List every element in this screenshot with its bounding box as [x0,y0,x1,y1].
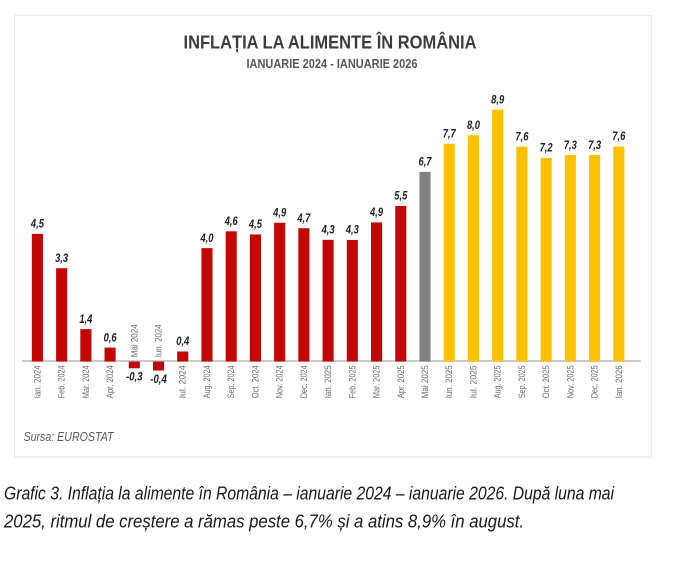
svg-text:Dec. 2024: Dec. 2024 [299,365,309,398]
svg-text:0,4: 0,4 [176,335,189,348]
svg-text:4,3: 4,3 [321,224,335,237]
svg-text:4,5: 4,5 [30,218,44,231]
svg-text:4,5: 4,5 [248,218,262,231]
svg-text:Iun. 2025: Iun. 2025 [444,365,454,398]
svg-text:Iul. 2024: Iul. 2024 [178,365,188,398]
svg-text:8,9: 8,9 [491,93,504,106]
svg-text:Aug. 2024: Aug. 2024 [202,365,212,398]
svg-text:4,7: 4,7 [297,212,311,225]
svg-text:Sursa: EUROSTAT: Sursa: EUROSTAT [24,429,115,444]
svg-text:Oct. 2024: Oct. 2024 [250,365,260,398]
svg-text:4,3: 4,3 [345,224,359,237]
svg-text:Mai 2024: Mai 2024 [129,324,139,357]
svg-text:7,6: 7,6 [612,130,625,143]
svg-text:IANUARIE 2024 - IANUARIE 2026: IANUARIE 2024 - IANUARIE 2026 [247,57,418,71]
svg-text:Feb. 2024: Feb. 2024 [57,365,67,398]
svg-text:4,6: 4,6 [224,215,238,228]
svg-text:Aug. 2025: Aug. 2025 [493,365,503,398]
svg-text:-0,4: -0,4 [150,373,167,386]
svg-text:0,6: 0,6 [104,331,117,344]
svg-text:7,7: 7,7 [443,127,456,140]
svg-text:5,5: 5,5 [394,190,407,203]
svg-text:8,0: 8,0 [467,119,480,132]
svg-text:Ian. 2025: Ian. 2025 [323,365,333,398]
svg-text:6,7: 6,7 [419,156,432,169]
svg-text:Mar. 2024: Mar. 2024 [81,365,91,398]
svg-text:2025, ritmul de creștere a răm: 2025, ritmul de creștere a rămas peste 6… [3,511,524,532]
svg-text:Dec. 2025: Dec. 2025 [590,365,600,398]
svg-text:Apr. 2025: Apr. 2025 [396,365,406,398]
svg-text:Mai 2025: Mai 2025 [420,365,430,398]
svg-text:Nov. 2025: Nov. 2025 [565,365,575,398]
svg-text:3,3: 3,3 [55,252,68,265]
svg-text:Apr. 2024: Apr. 2024 [105,365,115,398]
svg-text:Sep. 2024: Sep. 2024 [226,365,236,398]
svg-text:Sep. 2025: Sep. 2025 [517,365,527,398]
svg-text:Mar. 2025: Mar. 2025 [372,365,382,398]
svg-text:Ian. 2026: Ian. 2026 [614,365,624,398]
svg-text:4,0: 4,0 [200,232,214,245]
svg-text:Feb. 2025: Feb. 2025 [347,365,357,398]
svg-text:Iul. 2025: Iul. 2025 [468,365,478,398]
svg-text:4,9: 4,9 [272,206,286,219]
svg-text:Grafic 3. Inflația la alimente: Grafic 3. Inflația la alimente în Români… [4,483,615,504]
svg-text:7,3: 7,3 [588,139,601,152]
svg-text:INFLAȚIA LA ALIMENTE ÎN ROMÂNI: INFLAȚIA LA ALIMENTE ÎN ROMÂNIA [184,32,477,53]
svg-text:-0,3: -0,3 [126,371,143,384]
svg-text:4,9: 4,9 [369,206,383,219]
svg-text:7,2: 7,2 [540,142,553,155]
svg-text:7,6: 7,6 [515,130,528,143]
svg-text:Ian. 2024: Ian. 2024 [32,365,42,398]
svg-text:Iun. 2024: Iun. 2024 [154,324,164,357]
svg-text:1,4: 1,4 [79,313,92,326]
svg-text:7,3: 7,3 [564,139,577,152]
svg-text:Oct. 2025: Oct. 2025 [541,365,551,398]
svg-text:Nov. 2024: Nov. 2024 [275,365,285,398]
